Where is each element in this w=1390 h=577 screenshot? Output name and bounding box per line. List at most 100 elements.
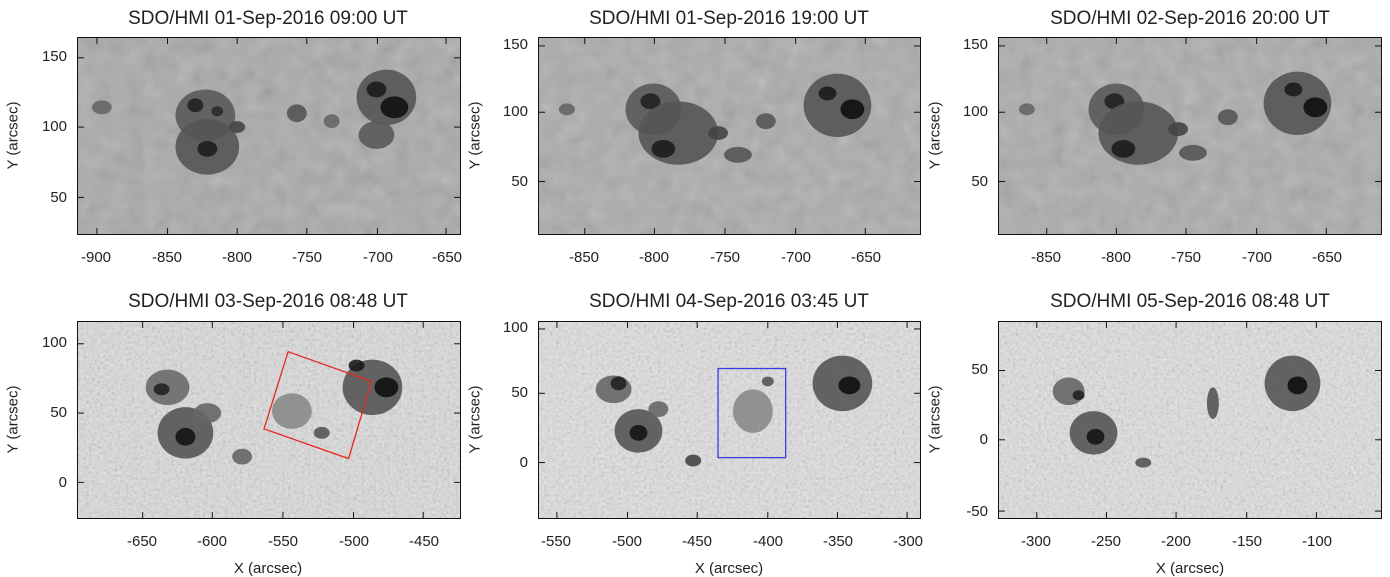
granulation-texture bbox=[539, 322, 920, 518]
x-tick-label: -800 bbox=[1100, 249, 1132, 266]
x-tick-label: -800 bbox=[221, 249, 253, 266]
sunspot bbox=[358, 121, 395, 149]
y-tick-label: 100 bbox=[502, 319, 528, 336]
sunspot bbox=[1284, 82, 1303, 97]
sunspot bbox=[356, 69, 417, 126]
sunspot bbox=[374, 377, 399, 398]
sunspot bbox=[91, 100, 112, 115]
y-axis-label: Y (arcsec) bbox=[926, 385, 944, 454]
sunspot bbox=[348, 359, 365, 372]
y-tick-label: 150 bbox=[502, 36, 528, 53]
granulation-texture bbox=[539, 38, 920, 234]
sunspot bbox=[323, 114, 340, 129]
x-tick-label: -700 bbox=[1241, 249, 1273, 266]
magnetogram-image bbox=[998, 321, 1382, 519]
panel-title: SDO/HMI 04-Sep-2016 03:45 UT bbox=[589, 291, 869, 312]
y-tick-label: -50 bbox=[966, 503, 988, 520]
x-tick-label: -450 bbox=[681, 533, 713, 550]
sunspot bbox=[286, 104, 307, 123]
sunspot bbox=[651, 139, 676, 158]
sunspot bbox=[629, 424, 648, 441]
x-tick-label: -700 bbox=[362, 249, 394, 266]
x-tick-label: -650 bbox=[431, 249, 463, 266]
x-tick-label: -900 bbox=[80, 249, 112, 266]
y-axis-label: Y (arcsec) bbox=[466, 101, 484, 170]
y-tick-label: 100 bbox=[962, 103, 988, 120]
x-tick-label: -400 bbox=[752, 533, 784, 550]
sunspot bbox=[1086, 428, 1105, 445]
y-tick-label: 50 bbox=[971, 173, 988, 190]
sunspot bbox=[229, 121, 246, 134]
magnetogram-image bbox=[998, 37, 1382, 235]
sunspot bbox=[1263, 71, 1332, 136]
sunspot bbox=[640, 93, 661, 110]
sunspot bbox=[732, 389, 773, 433]
sunspot bbox=[193, 403, 222, 423]
x-tick-label: -450 bbox=[408, 533, 440, 550]
sunspot bbox=[1287, 376, 1308, 395]
sunspot bbox=[197, 140, 218, 157]
region-box-red bbox=[263, 350, 373, 460]
sunspot bbox=[755, 113, 776, 130]
sunspot bbox=[380, 96, 409, 119]
sunspot bbox=[558, 103, 575, 116]
sunspot bbox=[153, 383, 170, 396]
sunspot bbox=[610, 376, 627, 391]
panel-title: SDO/HMI 05-Sep-2016 08:48 UT bbox=[1050, 291, 1330, 312]
x-tick-label: -850 bbox=[568, 249, 600, 266]
x-tick-label: -800 bbox=[638, 249, 670, 266]
x-tick-label: -100 bbox=[1301, 533, 1333, 550]
x-tick-label: -200 bbox=[1160, 533, 1192, 550]
sunspot bbox=[685, 454, 702, 467]
x-tick-label: -850 bbox=[151, 249, 183, 266]
sunspot bbox=[271, 393, 312, 429]
y-tick-label: 50 bbox=[50, 404, 67, 421]
sunspot bbox=[648, 401, 669, 418]
sunspot bbox=[313, 426, 330, 439]
sunspot bbox=[342, 359, 403, 416]
x-tick-label: -750 bbox=[709, 249, 741, 266]
x-tick-label: -650 bbox=[1311, 249, 1343, 266]
x-tick-label: -250 bbox=[1090, 533, 1122, 550]
x-tick-label: -500 bbox=[611, 533, 643, 550]
magnetogram-image bbox=[77, 37, 461, 235]
magnetogram-image bbox=[538, 37, 921, 235]
x-axis-label: X (arcsec) bbox=[1155, 560, 1225, 577]
sunspot bbox=[1303, 97, 1328, 118]
sunspot bbox=[175, 427, 196, 446]
sunspot bbox=[838, 376, 861, 395]
panel-title: SDO/HMI 03-Sep-2016 08:48 UT bbox=[128, 291, 408, 312]
sunspot bbox=[1018, 103, 1035, 116]
granulation-texture bbox=[999, 38, 1381, 234]
x-tick-label: -300 bbox=[892, 533, 924, 550]
y-tick-label: 50 bbox=[511, 173, 528, 190]
granulation-texture bbox=[78, 322, 460, 518]
sunspot bbox=[1072, 390, 1085, 401]
sunspot bbox=[1135, 457, 1152, 468]
granulation-texture bbox=[78, 38, 460, 234]
x-tick-label: -150 bbox=[1231, 533, 1263, 550]
sunspot bbox=[1217, 109, 1238, 126]
x-axis-label: X (arcsec) bbox=[233, 560, 303, 577]
sunspot bbox=[818, 86, 837, 101]
sunspot bbox=[211, 106, 224, 117]
sunspot bbox=[724, 146, 752, 163]
sunspot bbox=[840, 99, 865, 120]
x-tick-label: -550 bbox=[267, 533, 299, 550]
sunspot bbox=[366, 81, 387, 98]
y-tick-label: 0 bbox=[979, 431, 988, 448]
sunspot bbox=[761, 376, 774, 387]
y-tick-label: 100 bbox=[502, 103, 528, 120]
y-tick-label: 150 bbox=[41, 48, 67, 65]
y-tick-label: 100 bbox=[41, 118, 67, 135]
x-tick-label: -500 bbox=[338, 533, 370, 550]
x-tick-label: -750 bbox=[291, 249, 323, 266]
y-axis-label: Y (arcsec) bbox=[926, 101, 944, 170]
y-tick-label: 50 bbox=[50, 189, 67, 206]
y-tick-label: 150 bbox=[962, 36, 988, 53]
y-axis-label: Y (arcsec) bbox=[4, 385, 22, 454]
y-tick-label: 50 bbox=[511, 384, 528, 401]
sunspot bbox=[1168, 122, 1189, 136]
y-tick-label: 0 bbox=[58, 474, 67, 491]
y-tick-label: 100 bbox=[41, 334, 67, 351]
